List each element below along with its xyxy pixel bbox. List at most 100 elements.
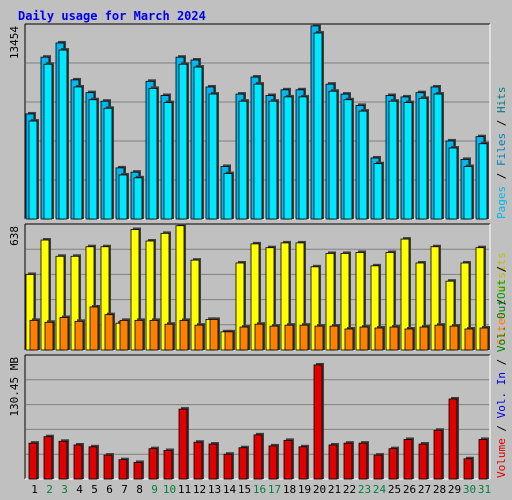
volume-bar — [403, 439, 413, 480]
sites-bar — [179, 319, 189, 351]
sites-bar — [434, 324, 444, 351]
legend-sep: / — [495, 352, 508, 372]
files-bar — [28, 120, 38, 220]
x-tick-label: 10 — [163, 483, 176, 496]
legend-panel-2b: Out / — [495, 266, 508, 299]
panel-1 — [24, 23, 491, 220]
sites-bar — [149, 319, 159, 351]
volume-bar — [478, 439, 488, 480]
volume-bar — [268, 445, 278, 480]
files-bar — [178, 63, 188, 220]
legend-volume: Volume — [495, 438, 508, 478]
files-bar — [208, 93, 218, 220]
x-tick-label: 1 — [31, 483, 38, 496]
volume-bar — [298, 446, 308, 480]
legend-files: Files — [495, 133, 508, 166]
files-bar — [403, 102, 413, 220]
files-bar — [358, 110, 368, 220]
y-max-label-volume: 130.45 MB — [8, 357, 21, 417]
files-bar — [118, 174, 128, 220]
sites-bar — [74, 320, 84, 351]
files-bar — [388, 100, 398, 220]
sites-bar — [89, 306, 99, 351]
sites-bar — [269, 325, 279, 351]
volume-bar — [88, 446, 98, 480]
x-tick-label: 18 — [283, 483, 296, 496]
x-tick-label: 5 — [91, 483, 98, 496]
files-bar — [103, 107, 113, 220]
x-tick-label: 13 — [208, 483, 221, 496]
volume-bar — [178, 408, 188, 480]
files-bar — [448, 147, 458, 220]
sites-bar — [344, 328, 354, 351]
chart-panels: 13454 638 130.45 MB — [8, 23, 491, 480]
legend-panel-2a: Sites / Visits — [495, 252, 508, 345]
files-bar — [58, 49, 68, 220]
x-tick-label: 3 — [61, 483, 68, 496]
x-tick-label: 21 — [328, 483, 341, 496]
sites-bar — [224, 331, 234, 351]
sites-bar — [374, 327, 384, 351]
sites-bar — [59, 317, 69, 351]
legend-sep: / — [495, 113, 508, 133]
x-tick-label: 11 — [178, 483, 191, 496]
legend-panel-3: Volume / Vol. In / Vol. Out — [495, 299, 508, 478]
volume-bar — [463, 458, 473, 480]
legend-hits: Hits — [495, 87, 508, 114]
sites-bar — [119, 319, 129, 351]
volume-bar — [433, 429, 443, 480]
volume-bar — [43, 436, 53, 480]
sites-bar — [479, 327, 489, 351]
files-bar — [148, 87, 158, 220]
files-bar — [313, 32, 323, 220]
sites-bar — [449, 325, 459, 351]
x-tick-label: 12 — [193, 483, 206, 496]
legend-pages: Pages — [495, 186, 508, 219]
files-bar — [283, 96, 293, 220]
files-bar — [43, 63, 53, 220]
x-tick-label: 16 — [253, 483, 266, 496]
sites-bar — [239, 326, 249, 351]
panel-3 — [24, 354, 491, 480]
x-tick-label: 27 — [418, 483, 431, 496]
volume-bar — [28, 442, 38, 480]
x-tick-label: 19 — [298, 483, 311, 496]
x-tick-label: 15 — [238, 483, 251, 496]
x-tick-label: 2 — [46, 483, 53, 496]
sites-bar — [194, 324, 204, 351]
x-tick-label: 26 — [403, 483, 416, 496]
x-tick-label: 30 — [463, 483, 476, 496]
volume-bar — [148, 448, 158, 480]
files-bar — [88, 99, 98, 220]
x-tick-label: 24 — [373, 483, 387, 496]
files-bar — [223, 173, 233, 220]
sites-bar — [299, 324, 309, 351]
files-bar — [253, 83, 263, 220]
volume-bar — [223, 453, 233, 480]
files-bar — [418, 97, 428, 220]
legend-panel-1: Pages / Files / Hits — [495, 87, 508, 220]
volume-bar — [283, 439, 293, 480]
volume-bar — [103, 454, 113, 480]
sites-bar — [284, 324, 294, 351]
volume-bar — [253, 434, 263, 480]
files-bar — [238, 100, 248, 220]
sites-bar — [104, 314, 114, 351]
sites-bar — [134, 319, 144, 351]
x-tick-label: 4 — [76, 483, 83, 496]
files-bar — [328, 90, 338, 220]
volume-bar — [193, 441, 203, 480]
x-tick-label: 31 — [478, 483, 491, 496]
files-bar — [73, 86, 83, 220]
x-tick-label: 7 — [121, 483, 128, 496]
legend-vol-out: Vol. Out — [495, 299, 508, 352]
legend-sep: / — [495, 418, 508, 438]
files-bar — [463, 166, 473, 220]
volume-bar — [343, 442, 353, 480]
legend-visits: Visits — [495, 252, 508, 292]
x-tick-label: 22 — [343, 483, 356, 496]
volume-bar — [58, 440, 68, 480]
files-bar — [298, 96, 308, 220]
volume-bar — [448, 398, 458, 480]
